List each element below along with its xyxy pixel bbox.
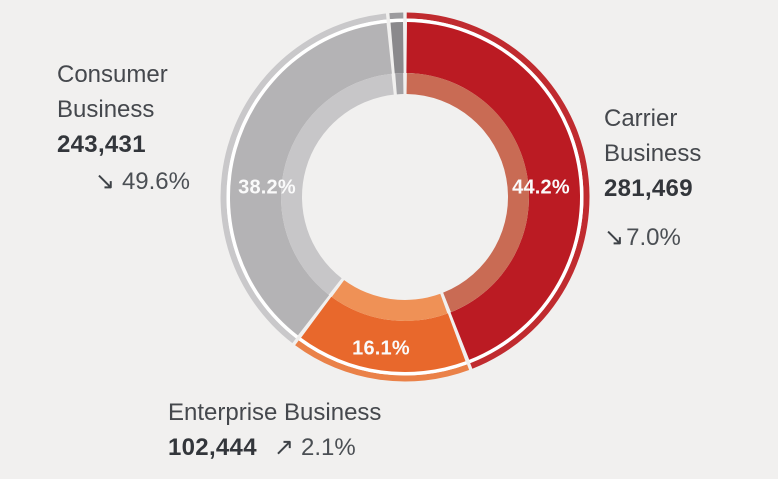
slice-other-inner: [395, 73, 404, 95]
slice-label-carrier: 44.2%: [512, 176, 570, 199]
trend-down-icon: ↘: [94, 168, 115, 195]
segment-change: ↘ 49.6%: [57, 164, 190, 199]
slice-enterprise-business-rim: [295, 340, 470, 382]
change-percent: 7.0%: [626, 224, 681, 251]
segment-name-line: Enterprise Business: [168, 399, 382, 426]
slice-consumer-business-main: [230, 22, 392, 336]
slice-other-ring: [389, 18, 404, 23]
segment-value: 281,469: [604, 175, 693, 202]
slice-carrier-business-main: [406, 22, 581, 360]
segment-name-line: Business: [604, 140, 702, 167]
enterprise-business-callout: Enterprise Business 102,444 ↗ 2.1%: [168, 395, 381, 465]
segment-value: 102,444: [168, 434, 257, 461]
slice-enterprise-business-ring: [298, 337, 468, 376]
consumer-business-callout: Consumer Business 243,431 ↘ 49.6%: [57, 57, 190, 199]
segment-name-line: Consumer: [57, 61, 168, 88]
segment-change: ↘7.0%: [604, 220, 764, 255]
segment-value: 243,431: [57, 131, 146, 158]
trend-down-icon: ↘: [604, 224, 625, 251]
slice-label-consumer: 38.2%: [238, 176, 296, 199]
change-percent: 2.1%: [300, 434, 356, 461]
segment-name-line: Carrier: [604, 105, 678, 132]
segment-name-line: Business: [57, 96, 155, 123]
trend-up-icon: ↗: [273, 434, 294, 461]
slice-carrier-business-inner: [406, 73, 530, 313]
slice-consumer-business-inner: [280, 73, 394, 295]
slice-label-enterprise: 16.1%: [352, 337, 410, 360]
segment-change: ↗ 2.1%: [274, 430, 356, 465]
slice-enterprise-business-inner: [331, 280, 448, 322]
slice-other-rim: [389, 12, 404, 20]
change-percent: 49.6%: [121, 168, 190, 195]
carrier-business-callout: Carrier Business 281,469 ↘7.0%: [604, 101, 764, 255]
slice-enterprise-business-main: [301, 296, 466, 373]
slice-other-main: [390, 22, 404, 74]
